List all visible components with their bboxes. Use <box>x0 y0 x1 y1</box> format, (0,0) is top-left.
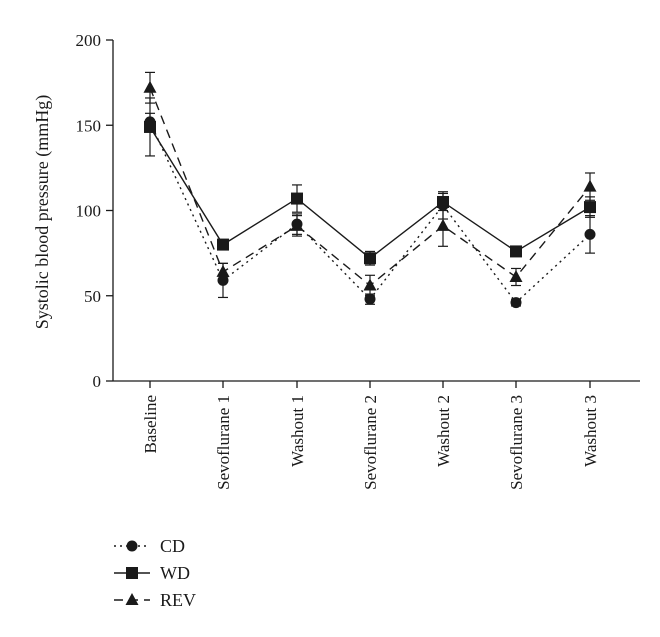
data-point-rev <box>509 269 523 282</box>
data-point-wd <box>291 192 303 205</box>
data-point-rev <box>363 278 377 291</box>
data-point-rev <box>216 264 230 277</box>
legend-marker-cd <box>126 540 138 552</box>
x-tick-label: Sevoflurane 3 <box>507 395 526 490</box>
y-tick-label: 150 <box>76 116 102 135</box>
data-point-rev <box>290 218 304 231</box>
y-axis-label: Systolic blood pressure (mmHg) <box>32 95 53 329</box>
x-tick-label: Washout 3 <box>581 395 600 467</box>
axes: 0 50 100 150 200 Baseline Sevoflurane 1 Washout… <box>76 31 640 490</box>
x-tick-label: Washout 1 <box>288 395 307 467</box>
data-point-cd <box>584 228 596 240</box>
x-tick-label: Washout 2 <box>434 395 453 467</box>
data-point-rev <box>436 218 450 231</box>
x-tick-label: Sevoflurane 1 <box>214 395 233 490</box>
legend-item-wd: WD <box>114 563 190 583</box>
legend-label-rev: REV <box>160 590 196 610</box>
series-line-wd <box>149 126 591 260</box>
series-rev <box>143 71 597 297</box>
y-tick-label: 0 <box>93 372 102 391</box>
legend-item-rev: REV <box>114 590 196 610</box>
x-tick-label: Baseline <box>141 395 160 454</box>
data-point-rev <box>143 80 157 93</box>
data-point-wd <box>584 201 596 214</box>
legend: CD WD REV <box>114 536 196 610</box>
data-point-wd <box>144 120 156 133</box>
data-point-wd <box>510 245 522 258</box>
data-point-wd <box>364 252 376 265</box>
data-point-wd <box>217 238 229 251</box>
x-tick-label: Sevoflurane 2 <box>361 395 380 490</box>
legend-marker-rev <box>125 593 139 605</box>
series-wd <box>144 97 596 266</box>
y-tick-label: 100 <box>76 202 102 221</box>
legend-item-cd: CD <box>114 536 185 556</box>
y-tick-label: 200 <box>76 31 102 50</box>
series-layer <box>143 71 597 309</box>
data-point-cd <box>364 293 376 305</box>
data-point-rev <box>583 179 597 192</box>
data-point-cd <box>510 297 522 309</box>
legend-label-cd: CD <box>160 536 185 556</box>
y-tick-label: 50 <box>84 287 101 306</box>
legend-label-wd: WD <box>160 563 190 583</box>
legend-marker-wd <box>126 567 138 579</box>
